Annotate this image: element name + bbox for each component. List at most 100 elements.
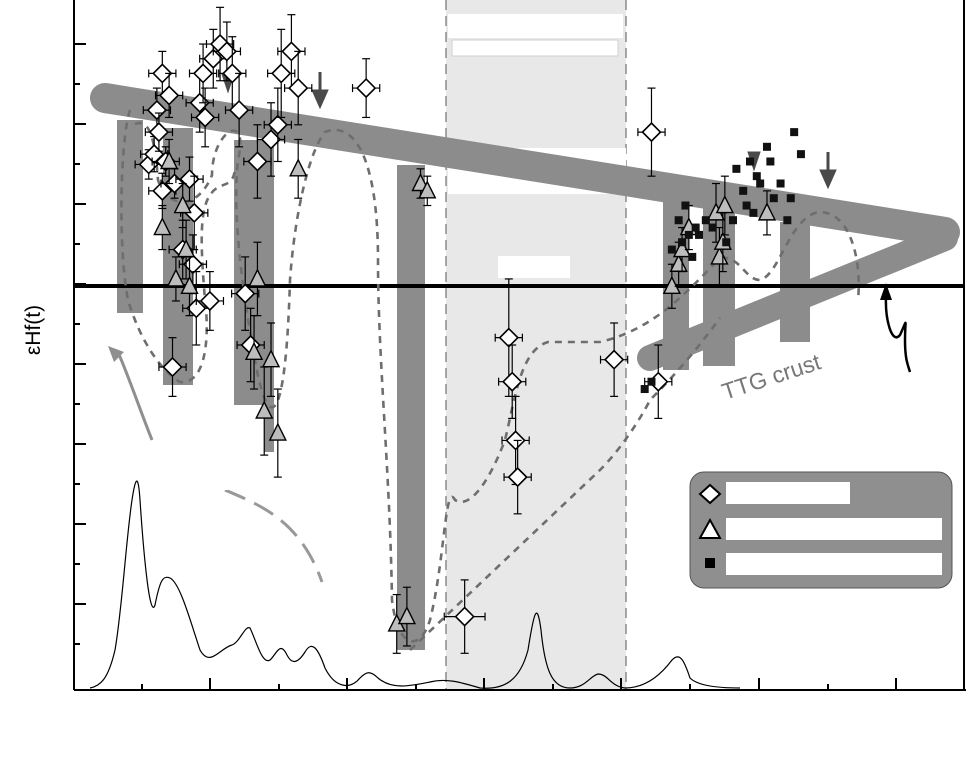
legend: [689, 471, 953, 589]
square-point: [742, 201, 751, 210]
x-ticks: [73, 678, 897, 690]
dashed-envelope-left-loop: [120, 109, 237, 384]
triangle-point: [662, 275, 681, 294]
legend-square-icon: [705, 558, 715, 568]
diamond-point: [186, 298, 207, 319]
square-point: [688, 252, 697, 261]
diamond-point: [152, 180, 173, 201]
diamond-point: [192, 63, 214, 84]
diamond-point: [194, 107, 216, 128]
square-point: [678, 238, 687, 247]
upward-arrow: [880, 283, 912, 373]
left-annotation-box: [170, 420, 264, 490]
axes-frame: [73, 0, 966, 691]
diamond-point: [271, 63, 292, 84]
diamond-point: [235, 283, 256, 304]
square-point: [647, 377, 656, 386]
right-bottom-label-box: [850, 380, 954, 420]
diamond-point: [507, 466, 528, 488]
triangle-point: [180, 275, 199, 294]
square-point: [708, 223, 717, 232]
triangle-point: [173, 194, 192, 214]
square-point: [766, 157, 775, 166]
legend-entry-1-box: [726, 482, 850, 504]
diamond-point: [158, 85, 180, 106]
square-point: [745, 157, 754, 166]
y-ticks: [74, 43, 86, 645]
curved-arrow-left: [116, 351, 154, 441]
triangle-point: [248, 268, 267, 287]
triangle-point: [397, 606, 417, 625]
diamond-point: [199, 290, 221, 312]
triangle-point: [153, 216, 172, 236]
y-axis-label: εHf(t): [22, 305, 45, 355]
square-point: [776, 179, 785, 188]
square-point: [786, 194, 795, 203]
triangle-point: [159, 150, 179, 170]
triangle-point: [261, 349, 281, 368]
legend-entry-3-box: [726, 553, 942, 575]
diamond-point: [162, 356, 183, 378]
square-point: [640, 385, 649, 394]
square-point: [691, 223, 700, 232]
square-point: [796, 150, 805, 159]
square-point: [756, 179, 765, 188]
diamond-point: [203, 48, 224, 69]
square-point: [790, 128, 799, 137]
legend-triangle-icon: [698, 517, 722, 539]
square-point: [674, 216, 683, 225]
square-point: [749, 208, 758, 217]
diamond-point: [502, 371, 523, 392]
diamond-point: [146, 99, 168, 121]
triangle-point: [166, 268, 186, 287]
dashed-envelope: [134, 121, 860, 643]
triangle-point: [244, 341, 264, 361]
square-point: [739, 186, 748, 195]
square-point: [783, 216, 792, 225]
square-point: [762, 142, 771, 151]
center-label-box: [498, 256, 570, 278]
diamond-point: [288, 77, 309, 99]
square-point: [769, 194, 778, 203]
square-point: [667, 245, 676, 254]
square-point: [681, 201, 690, 210]
diamond-point: [603, 349, 625, 370]
diamond-point: [182, 254, 204, 275]
down-arrow-2: [311, 89, 329, 110]
diamond-point: [356, 77, 377, 99]
diamond-point: [641, 121, 662, 143]
diamond-point: [260, 129, 282, 150]
diamond-point: [281, 41, 302, 62]
square-point: [722, 238, 731, 247]
legend-entry-2-box: [726, 518, 942, 540]
curved-arrow-left-head: [108, 346, 124, 362]
triangle-point: [715, 194, 734, 214]
diamond-point: [267, 114, 288, 135]
diamond-point: [148, 121, 170, 143]
ttg-crust-band: [637, 225, 958, 371]
dashed-arrow-bottom: [224, 488, 324, 583]
data-layer: [134, 6, 805, 654]
down-arrows: [221, 72, 837, 190]
square-point: [684, 230, 693, 239]
triangle-point: [268, 422, 287, 441]
age-distribution-curve: [89, 480, 741, 689]
triangle-point: [289, 158, 308, 177]
vbar-5: [397, 165, 425, 650]
triangle-point: [672, 239, 692, 258]
square-point: [695, 230, 704, 239]
top-interval-label-box: [448, 14, 623, 38]
square-point: [732, 164, 741, 173]
diamond-point: [228, 99, 250, 121]
triangle-point: [757, 202, 777, 221]
square-point: [729, 216, 738, 225]
shaded-interval: [446, 0, 626, 690]
triangle-point: [418, 180, 437, 199]
down-arrow-4: [819, 169, 837, 190]
square-point: [701, 216, 710, 225]
diamond-point: [222, 63, 243, 84]
diamond-point: [498, 327, 519, 348]
triangle-point: [255, 400, 274, 419]
diamond-point: [454, 606, 475, 627]
